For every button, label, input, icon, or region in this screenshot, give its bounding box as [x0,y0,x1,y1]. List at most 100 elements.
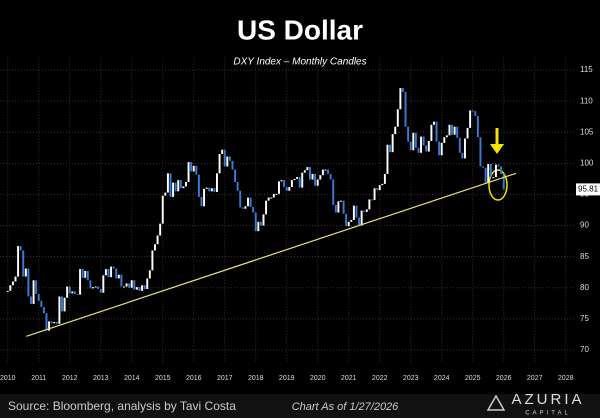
candle [128,283,131,288]
candle [27,268,30,297]
arrow-head [490,144,504,154]
x-tick-label: 2020 [310,375,326,382]
candle [420,136,423,153]
logo-icon [486,394,506,411]
candle [283,180,286,187]
candle [11,281,14,286]
candle [9,285,12,291]
candle [123,286,125,288]
candle [391,134,394,153]
candle [210,188,213,192]
candle [156,235,159,245]
candle [445,135,448,138]
candle [30,296,32,304]
candle [151,250,154,271]
candle [164,192,167,196]
candle [226,156,229,167]
candle [177,180,180,192]
candle [502,173,505,190]
candle [66,286,69,298]
candle [120,274,123,287]
candle [275,193,278,195]
candle [443,137,446,143]
x-tick-label: 2018 [248,375,264,382]
candle [298,177,301,188]
candle [324,169,327,171]
candle [53,321,56,324]
candle [412,132,415,151]
candle [476,116,479,138]
logo-sub: CAPITAL [525,411,571,417]
candle [203,188,206,207]
candle [303,170,306,173]
candle [104,269,107,276]
candle [461,152,464,159]
candle [55,321,58,324]
candle [107,269,110,278]
candle [231,160,234,170]
candle [474,111,477,117]
candle [487,163,490,183]
candle [86,270,89,281]
candle [340,200,342,202]
candle [185,182,187,187]
candle [500,166,503,174]
candle [386,144,389,174]
candle [22,250,25,277]
candle [432,121,435,125]
candle [290,180,293,187]
x-tick-label: 2017 [217,375,233,382]
candle [463,138,466,159]
candle [451,124,454,135]
candle [257,221,260,232]
candle [166,173,169,193]
x-tick-label: 2010 [0,375,16,382]
candle [309,167,311,180]
candle [115,268,118,279]
candle [430,124,433,141]
candle [174,182,177,192]
candle [17,246,20,277]
candle [272,193,275,198]
candle [182,186,185,189]
chart-subtitle: DXY Index – Monthly Candles [233,57,366,68]
candle [89,280,92,289]
candle [288,186,291,191]
candle [32,280,35,304]
candle [296,177,299,179]
y-tick-label: 85 [580,252,589,261]
candle [73,291,76,294]
candle [61,296,63,312]
candle [159,223,162,236]
candle [112,266,115,269]
y-tick-label: 110 [580,96,593,105]
candle [68,286,71,294]
candle [329,173,332,180]
source-note: Source: Bloomberg, analysis by Tavi Cost… [8,399,236,413]
x-tick-label: 2016 [186,375,202,382]
candle [42,307,45,314]
candle [236,182,239,191]
candle [187,162,190,183]
candle [389,144,392,153]
candle [373,188,376,201]
candle [378,185,381,191]
x-tick-label: 2019 [279,375,295,382]
x-tick-label: 2022 [372,375,388,382]
candle [254,212,257,232]
candle [265,200,268,215]
candle [355,205,358,218]
candle [81,269,84,278]
candle [138,287,141,291]
candle [319,175,322,180]
logo-name: AZURIA [511,391,584,408]
candle [76,293,79,295]
candle [50,321,53,324]
candle [146,278,149,289]
candle [427,140,430,152]
candle [466,127,469,139]
last-price-box [576,183,600,196]
candle [143,285,146,289]
candle [223,149,226,167]
candle [484,167,487,183]
